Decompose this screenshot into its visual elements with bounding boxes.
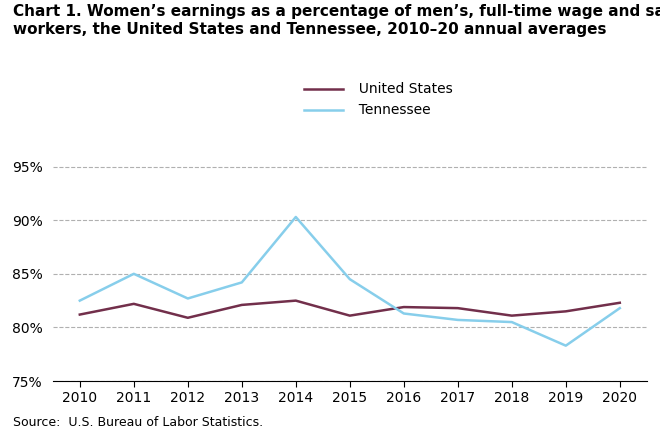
Text: Source:  U.S. Bureau of Labor Statistics.: Source: U.S. Bureau of Labor Statistics. — [13, 416, 263, 429]
Text: Tennessee: Tennessee — [350, 103, 430, 117]
Text: Chart 1. Women’s earnings as a percentage of men’s, full-time wage and salary
wo: Chart 1. Women’s earnings as a percentag… — [13, 4, 660, 37]
Text: United States: United States — [350, 82, 453, 96]
